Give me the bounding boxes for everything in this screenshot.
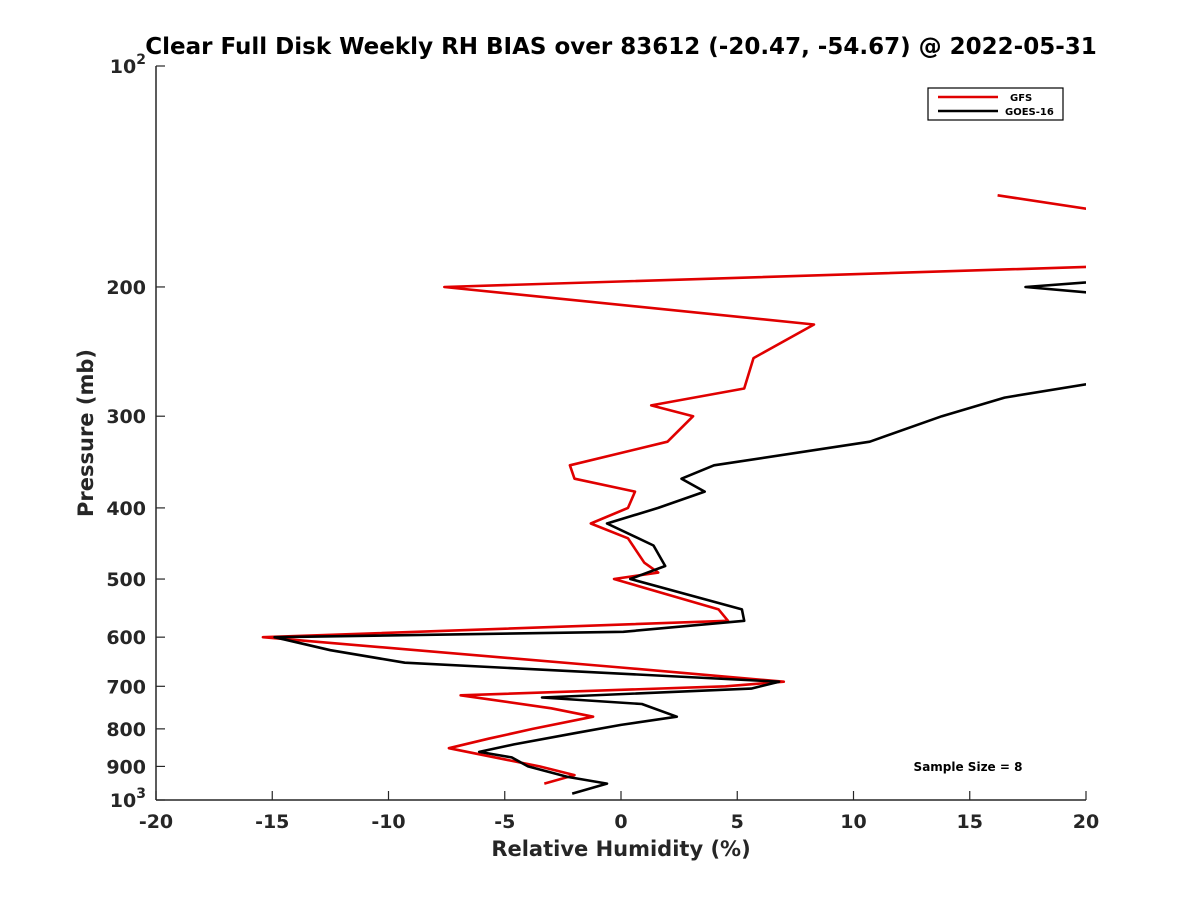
x-tick-label: 15 <box>957 811 983 833</box>
x-tick-label: 10 <box>840 811 866 833</box>
x-axis-label: Relative Humidity (%) <box>491 837 750 861</box>
x-tick-label: 5 <box>731 811 744 833</box>
y-tick-label: 600 <box>106 627 146 649</box>
series-line-gfs <box>261 194 1086 785</box>
chart-title: Clear Full Disk Weekly RH BIAS over 8361… <box>145 34 1097 60</box>
y-tick-label: 800 <box>106 719 146 741</box>
x-tick-label: 20 <box>1073 811 1099 833</box>
y-decade-label: 103 <box>110 786 146 812</box>
sample-size-annotation: Sample Size = 8 <box>914 760 1023 774</box>
y-tick-label: 700 <box>106 676 146 698</box>
legend: GFS GOES-16 <box>927 87 1064 121</box>
legend-box <box>927 87 1064 121</box>
y-decade-label: 102 <box>110 52 146 78</box>
series-line-goes16 <box>273 281 1086 795</box>
x-tick-label: -20 <box>139 811 173 833</box>
x-tick-label: -5 <box>494 811 515 833</box>
y-tick-label: 400 <box>106 498 146 520</box>
y-tick-label: 900 <box>106 756 146 778</box>
x-tick-label: -15 <box>255 811 289 833</box>
series-layer <box>261 194 1086 795</box>
x-tick-label: -10 <box>371 811 405 833</box>
y-axis-label: Pressure (mb) <box>74 349 98 517</box>
x-tick-label: 0 <box>614 811 627 833</box>
legend-label-goes16: GOES-16 <box>1005 107 1054 118</box>
y-tick-label: 300 <box>106 406 146 428</box>
axes: -20 -15 -10 -5 0 5 10 15 20 200 300 400 500 600 700 800… <box>106 52 1099 833</box>
y-tick-label: 500 <box>106 569 146 591</box>
legend-label-gfs: GFS <box>1010 93 1032 104</box>
y-tick-label: 200 <box>106 277 146 299</box>
